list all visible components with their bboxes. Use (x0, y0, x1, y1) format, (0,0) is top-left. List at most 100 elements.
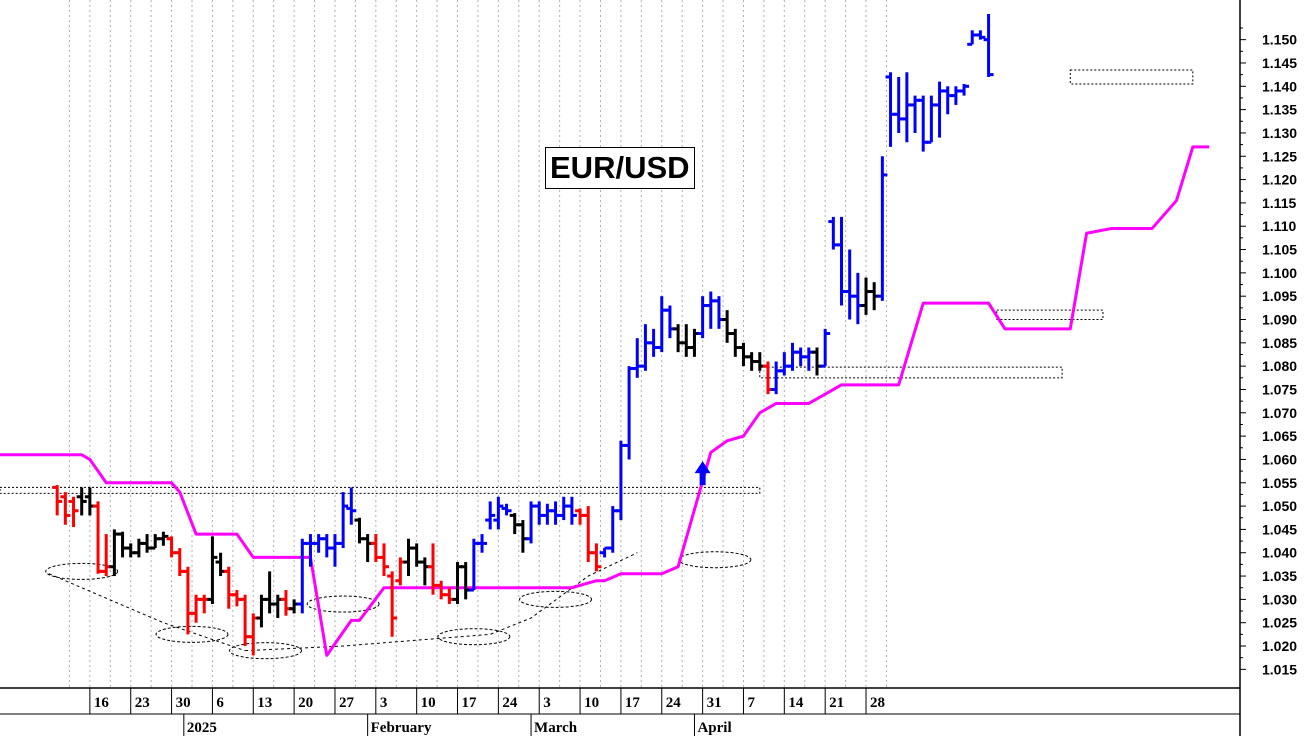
ohlc-bar (705, 291, 716, 329)
ohlc-bar (877, 156, 888, 301)
ohlc-bar (133, 538, 144, 558)
trailing-stop-path (0, 145, 1210, 657)
ohlc-bar (591, 543, 602, 572)
y-tick-label: 1.130 (1262, 125, 1297, 141)
chart-title: EUR/USD (550, 150, 690, 185)
x-tick-label: 24 (666, 695, 682, 711)
swing-low-ellipses (45, 551, 752, 660)
y-axis-tick-labels: 1.015 1.020 1.025 1.030 1.035 1.040 1.045 1.050… (1240, 27, 1297, 677)
y-tick-label: 1.025 (1262, 615, 1297, 631)
ohlc-bar (346, 487, 357, 525)
swing-low-ellipse-4 (306, 595, 380, 613)
period-label: March (534, 720, 578, 736)
ohlc-bar (901, 72, 912, 143)
ohlc-bar (517, 520, 528, 553)
y-tick-label: 1.150 (1262, 32, 1297, 48)
ohlc-bar (942, 86, 953, 115)
ohlc-bar (338, 492, 349, 549)
ohlc-bar (444, 587, 455, 605)
ohlc-bar (697, 296, 708, 339)
ohlc-bar (329, 534, 340, 567)
chart-title-box: EUR/USD (545, 147, 695, 189)
y-tick-label: 1.125 (1262, 148, 1297, 164)
ohlc-bar (166, 536, 177, 558)
y-tick-label: 1.020 (1262, 638, 1297, 654)
ohlc-bar (378, 543, 389, 577)
ohlc-bar (526, 501, 537, 544)
ohlc-bar (975, 30, 986, 40)
support-trendline-2 (245, 552, 638, 652)
x-tick-label: 14 (788, 695, 804, 711)
ohlc-bar (812, 347, 822, 376)
x-tick-label: 31 (707, 695, 722, 711)
ohlc-bar (452, 562, 463, 605)
ohlc-bar (313, 534, 324, 553)
ohlc-bar (615, 440, 626, 521)
ohlc-bar (477, 534, 488, 553)
y-tick-label: 1.080 (1262, 358, 1297, 374)
ohlc-bar (542, 503, 553, 525)
ohlc-bar (403, 538, 414, 577)
y-tick-label: 1.070 (1262, 405, 1297, 421)
ohlc-bar (60, 492, 71, 525)
level-box-4 (1069, 69, 1194, 85)
ohlc-bar (240, 594, 251, 647)
x-tick-label: 7 (747, 695, 755, 711)
swing-low-ellipse-6 (519, 590, 593, 608)
ohlc-bar (305, 534, 316, 567)
y-tick-label: 1.015 (1262, 661, 1297, 677)
ohlc-bar (125, 543, 136, 558)
y-tick-label: 1.120 (1262, 172, 1297, 188)
ohlc-bar (223, 566, 234, 609)
ohlc-bar (68, 496, 79, 528)
period-label: February (371, 720, 432, 736)
grid-lines (68, 0, 887, 688)
ohlc-bar (280, 590, 291, 616)
ohlc-bar (664, 305, 675, 339)
y-tick-label: 1.040 (1262, 545, 1297, 561)
buy-arrow-icon (694, 461, 711, 486)
ohlc-bar (182, 566, 193, 635)
ohlc-bar (738, 342, 749, 367)
ohlc-bar (558, 496, 569, 521)
support-trendline-1 (48, 573, 246, 652)
ohlc-bar (983, 13, 994, 77)
x-tick-label: 17 (625, 695, 641, 711)
x-tick-label: 21 (829, 695, 844, 711)
swing-low-ellipse-1 (45, 562, 119, 580)
x-tick-label: 27 (339, 695, 355, 711)
level-box-2 (759, 366, 1063, 379)
ohlc-bar (248, 613, 259, 656)
ohlc-bar (52, 485, 63, 516)
ohlc-bar (550, 501, 561, 525)
ohlc-bar (673, 324, 684, 353)
y-tick-label: 1.050 (1262, 498, 1297, 514)
ohlc-bar (468, 538, 479, 592)
y-tick-label: 1.045 (1262, 521, 1297, 537)
y-tick-label: 1.035 (1262, 568, 1297, 584)
y-tick-label: 1.110 (1262, 218, 1296, 234)
x-tick-label: 20 (298, 695, 313, 711)
y-tick-label: 1.075 (1262, 381, 1297, 397)
ohlc-bar (142, 534, 153, 553)
ohlc-bar (158, 531, 169, 546)
swing-low-ellipse-5 (437, 628, 511, 646)
ohlc-bar (109, 529, 120, 577)
x-tick-label: 28 (870, 695, 885, 711)
dotted-level-boxes (0, 69, 1194, 494)
y-tick-label: 1.065 (1262, 428, 1297, 444)
y-tick-label: 1.060 (1262, 451, 1297, 467)
ohlc-bar (632, 338, 643, 378)
x-tick-label: 17 (462, 695, 478, 711)
ohlc-bar (101, 534, 112, 577)
ohlc-bar (624, 366, 635, 460)
ohlc-bar (460, 562, 471, 600)
ohlc-bar (852, 272, 863, 325)
ohlc-bar (485, 501, 496, 530)
ohlc-bar (893, 76, 904, 133)
ohlc-bar (419, 557, 430, 586)
ohlc-bar (640, 324, 651, 371)
x-axis-tick-labels: 16 23 30 6 13 20 27 3 10 17 24 3 10 17 24 31 7 14 21 28 2025… (89, 688, 885, 736)
ohlc-bar (566, 496, 577, 525)
